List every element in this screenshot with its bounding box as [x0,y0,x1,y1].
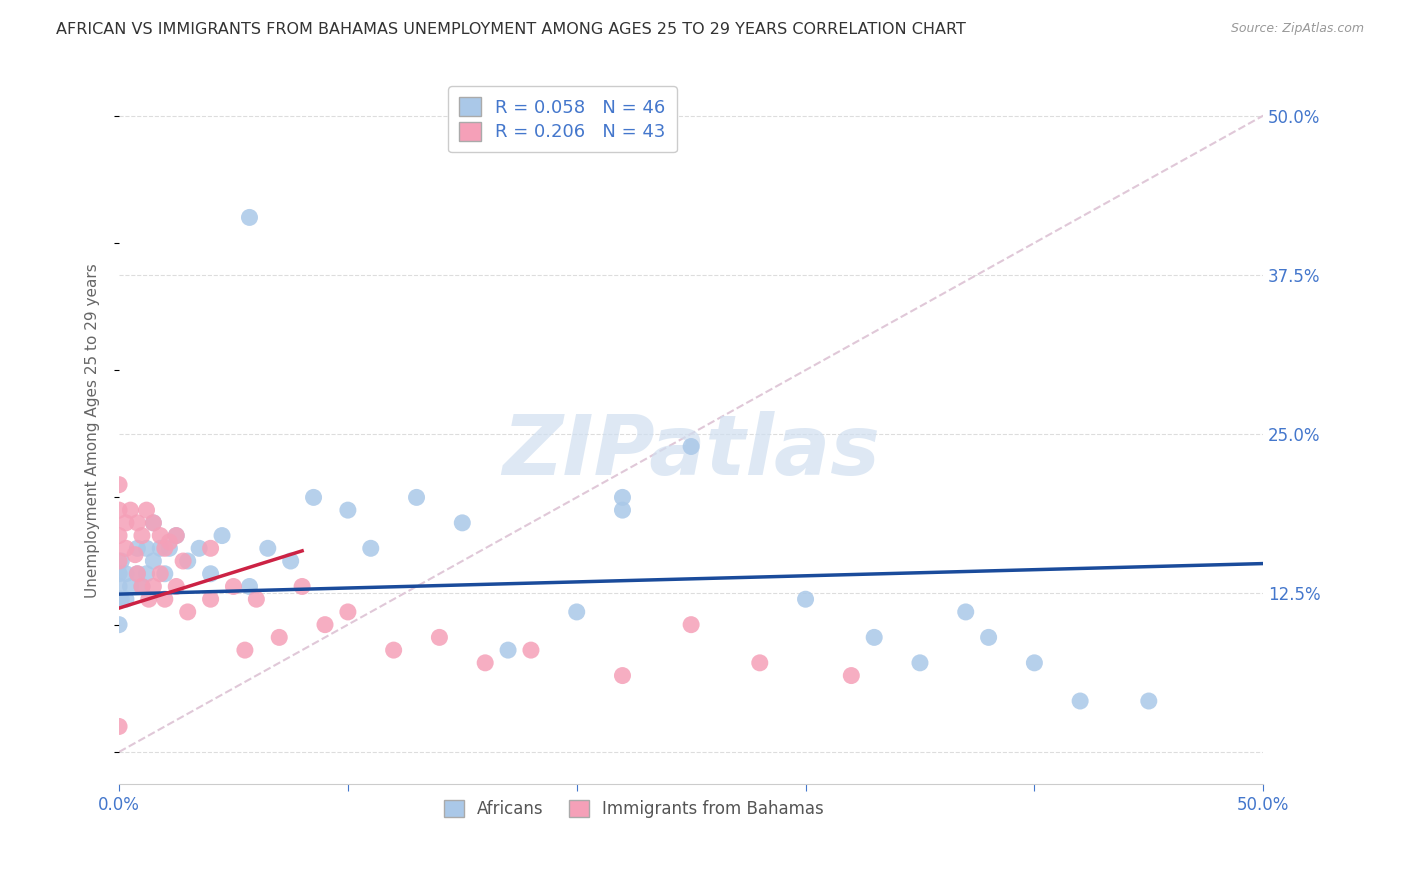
Point [405,491,427,505]
Point [108,719,131,733]
Point [149,566,172,581]
Point [496,643,519,657]
Point [127,541,149,556]
Point [748,656,770,670]
Point [108,477,131,491]
Point [451,516,474,530]
Point [120,503,142,517]
Point [176,605,198,619]
Point [382,643,405,657]
Y-axis label: Unemployment Among Ages 25 to 29 years: Unemployment Among Ages 25 to 29 years [86,263,100,598]
Point [955,605,977,619]
Point [142,516,165,530]
Point [108,503,131,517]
Point [360,541,382,556]
Point [108,566,131,581]
Text: ZIPatlas: ZIPatlas [502,411,880,492]
Point [863,631,886,645]
Point [200,566,222,581]
Point [211,528,233,542]
Point [681,617,703,632]
Point [474,656,496,670]
Point [120,579,142,593]
Point [612,491,634,505]
Point [135,503,157,517]
Point [108,554,131,568]
Point [110,592,132,607]
Point [1137,694,1160,708]
Point [157,535,180,549]
Point [245,592,267,607]
Point [429,631,451,645]
Point [165,579,187,593]
Point [336,503,359,517]
Point [108,579,131,593]
Point [314,617,336,632]
Point [127,566,149,581]
Point [222,579,245,593]
Point [149,528,172,542]
Point [153,541,176,556]
Point [336,605,359,619]
Point [115,541,138,556]
Point [108,528,131,542]
Legend: Africans, Immigrants from Bahamas: Africans, Immigrants from Bahamas [437,793,831,825]
Point [110,554,132,568]
Point [135,541,157,556]
Point [127,566,149,581]
Point [908,656,931,670]
Point [612,503,634,517]
Point [124,548,146,562]
Point [157,541,180,556]
Point [520,643,543,657]
Point [280,554,302,568]
Point [153,592,176,607]
Point [127,516,149,530]
Point [135,566,157,581]
Point [302,491,325,505]
Point [165,528,187,542]
Point [131,528,153,542]
Point [153,566,176,581]
Point [108,592,131,607]
Point [188,541,211,556]
Text: AFRICAN VS IMMIGRANTS FROM BAHAMAS UNEMPLOYMENT AMONG AGES 25 TO 29 YEARS CORREL: AFRICAN VS IMMIGRANTS FROM BAHAMAS UNEMP… [56,22,966,37]
Point [977,631,1000,645]
Point [612,668,634,682]
Point [1024,656,1046,670]
Point [256,541,278,556]
Point [142,516,165,530]
Point [233,643,256,657]
Point [131,579,153,593]
Point [176,554,198,568]
Point [238,211,260,225]
Point [794,592,817,607]
Point [115,566,138,581]
Point [115,516,138,530]
Point [131,579,153,593]
Point [115,592,138,607]
Point [200,592,222,607]
Point [1069,694,1091,708]
Point [142,554,165,568]
Point [291,579,314,593]
Point [138,592,160,607]
Point [269,631,291,645]
Point [142,579,165,593]
Point [108,617,131,632]
Point [200,541,222,556]
Text: Source: ZipAtlas.com: Source: ZipAtlas.com [1230,22,1364,36]
Point [172,554,194,568]
Point [149,541,172,556]
Point [681,440,703,454]
Point [839,668,862,682]
Point [565,605,588,619]
Point [165,528,187,542]
Point [238,579,260,593]
